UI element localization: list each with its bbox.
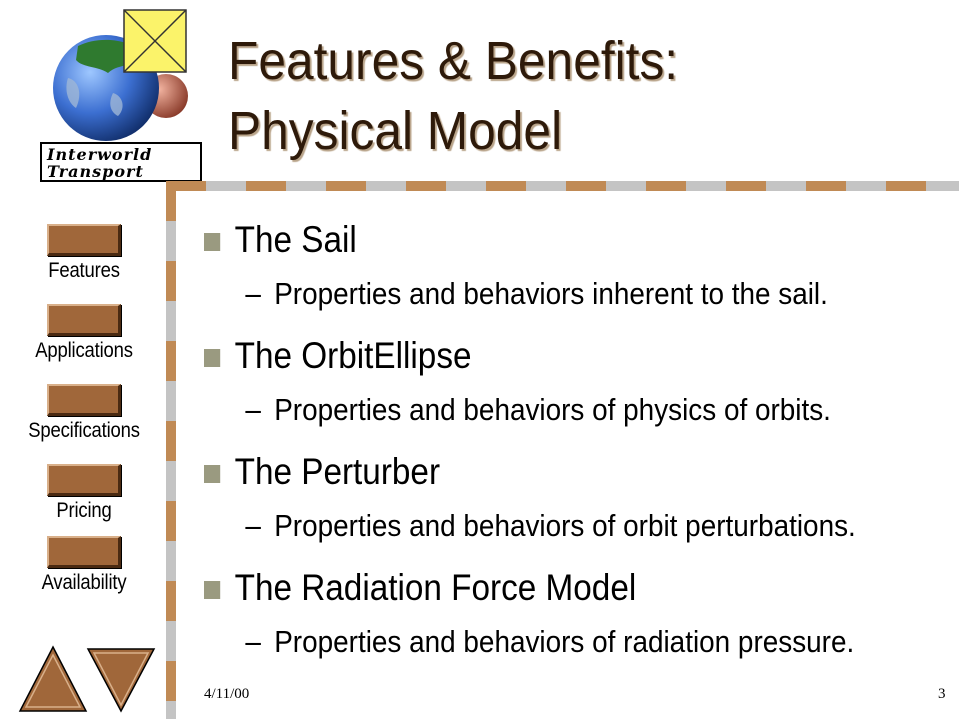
nav-item-availability[interactable]: Availability [18, 536, 150, 595]
nav-item-pricing[interactable]: Pricing [18, 464, 150, 523]
bullet-item: The OrbitEllipse [204, 334, 870, 378]
bullet-square-icon [204, 349, 221, 367]
bullet-square-icon [204, 233, 221, 251]
bullet-list: The Sail – Properties and behaviors inhe… [204, 218, 944, 682]
bullet-title: The Perturber [234, 451, 441, 492]
sub-bullet-item: – Properties and behaviors of radiation … [204, 624, 870, 660]
bullet-title: The Radiation Force Model [234, 567, 637, 608]
nav-button-applications[interactable] [47, 304, 121, 336]
nav-item-specifications[interactable]: Specifications [18, 384, 150, 443]
triangle-up-icon[interactable] [18, 645, 88, 712]
slide-nav-arrows [18, 645, 156, 713]
nav-button-availability[interactable] [47, 536, 121, 568]
sub-bullet-text: Properties and behaviors of physics of o… [274, 392, 831, 427]
triangle-down-icon[interactable] [86, 648, 156, 713]
horizontal-border [166, 181, 959, 191]
nav-button-pricing[interactable] [47, 464, 121, 496]
slide-title: Features & Benefits: Physical Model [228, 26, 872, 166]
nav-label-applications[interactable]: Applications [35, 339, 133, 362]
sub-bullet-dash: – [245, 392, 261, 427]
sub-bullet-dash: – [245, 276, 261, 311]
nav-label-availability[interactable]: Availability [41, 571, 127, 594]
nav-label-specifications[interactable]: Specifications [28, 419, 140, 442]
logo-line-2: Transport [47, 162, 144, 181]
sub-bullet-item: – Properties and behaviors of physics of… [204, 392, 870, 428]
sail-icon [123, 9, 187, 73]
nav-label-features[interactable]: Features [48, 259, 120, 282]
sub-bullet-dash: – [245, 624, 261, 659]
bullet-item: The Sail [204, 218, 870, 262]
sub-bullet-text: Properties and behaviors inherent to the… [274, 276, 828, 311]
title-line-2: Physical Model [228, 101, 563, 161]
nav-button-specifications[interactable] [47, 384, 121, 416]
nav-item-features[interactable]: Features [18, 224, 150, 283]
nav-item-applications[interactable]: Applications [18, 304, 150, 363]
title-line-1: Features & Benefits: [228, 31, 679, 91]
page-number: 3 [938, 686, 946, 702]
bullet-square-icon [204, 465, 221, 483]
sub-bullet-item: – Properties and behaviors of orbit pert… [204, 508, 870, 544]
logo-wordmark: Interworld Transport [40, 142, 202, 182]
sub-bullet-item: – Properties and behaviors inherent to t… [204, 276, 870, 312]
nav-button-features[interactable] [47, 224, 121, 256]
bullet-square-icon [204, 581, 221, 599]
sub-bullet-text: Properties and behaviors of radiation pr… [274, 624, 855, 659]
bullet-item: The Radiation Force Model [204, 566, 870, 610]
vertical-border [166, 181, 176, 719]
bullet-title: The OrbitEllipse [234, 335, 472, 376]
bullet-title: The Sail [234, 219, 357, 260]
sub-bullet-text: Properties and behaviors of orbit pertur… [274, 508, 856, 543]
interworld-logo [53, 9, 188, 141]
logo-line-1: Interworld [47, 145, 153, 164]
sub-bullet-dash: – [245, 508, 261, 543]
bullet-item: The Perturber [204, 450, 870, 494]
footer-date: 4/11/00 [204, 686, 250, 702]
nav-label-pricing[interactable]: Pricing [56, 499, 112, 522]
